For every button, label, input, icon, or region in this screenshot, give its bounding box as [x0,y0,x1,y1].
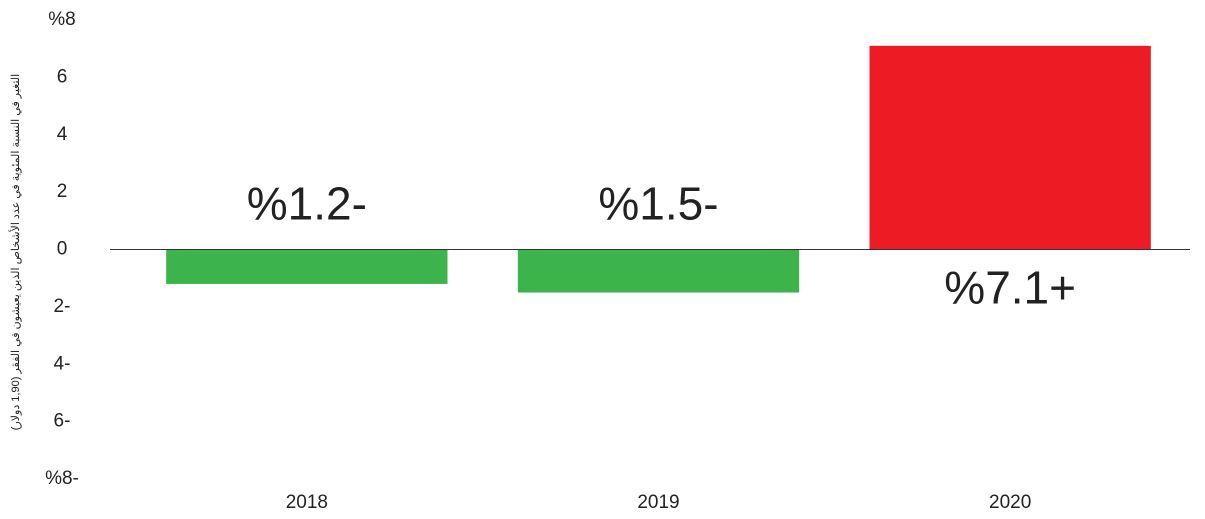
data-label: %1.2- [247,178,367,230]
data-label: %7.1+ [944,262,1076,314]
y-tick-label: 6 [57,66,68,87]
x-tick-label: 2018 [286,492,328,513]
y-tick-label: 4 [57,124,68,145]
x-tick-label: 2019 [637,492,679,513]
y-tick-label: 4- [54,353,71,374]
data-label: %1.5- [598,178,718,230]
bar [869,45,1151,250]
bar [166,249,448,284]
y-tick-label: %8 [48,9,75,30]
y-axis-label: التغير في النسبة المئوية في عدد الأشخاص … [8,74,22,430]
y-tick-label: 6- [54,411,71,432]
y-tick-label: 2 [57,181,68,202]
bar [517,249,800,293]
y-tick-label: 2- [54,296,71,317]
x-tick-label: 2020 [989,492,1031,513]
y-tick-label: 0 [57,239,68,260]
y-tick-label: %8- [45,468,79,489]
